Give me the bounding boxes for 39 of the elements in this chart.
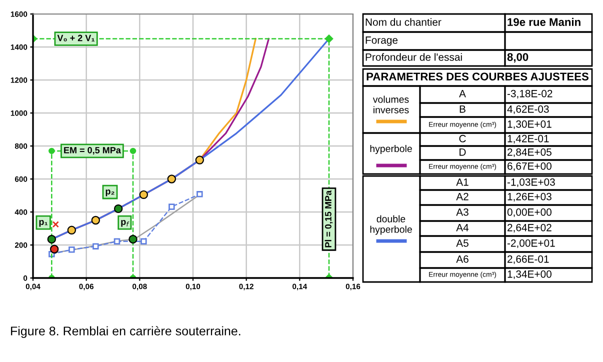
text: volumes inverses [372, 96, 409, 114]
text: Profondeur de l'essai [366, 53, 462, 61]
text: A2 [456, 192, 468, 200]
text: -1,03E+03 [507, 178, 555, 188]
text: A6 [456, 255, 468, 263]
text: A1 [456, 178, 468, 186]
text: -3,18E-02 [507, 90, 552, 99]
text: A5 [456, 240, 468, 247]
annotation: EM = 0,5 MPa [64, 146, 121, 155]
text: A4 [456, 224, 469, 232]
text: 0,00E+00 [507, 208, 552, 218]
text: C [459, 134, 466, 142]
text: 1,34E+00 [508, 270, 552, 280]
text: 2,64E+02 [508, 224, 552, 233]
text: D [460, 148, 466, 156]
text: 4,62E-03 [507, 105, 549, 114]
text: Forage [366, 36, 398, 46]
text: 2,84E+05 [508, 148, 552, 158]
text: PARAMETRES DES COURBES AJUSTEES [366, 72, 588, 80]
text: 8,00 [507, 53, 528, 63]
text: B [460, 106, 466, 113]
annotation: Pl = 0,15 MPa [324, 190, 333, 248]
annotation: V₀ + 2 V₁ [57, 34, 95, 42]
text: 19e rue Manin [508, 18, 580, 26]
text: 2,66E-01 [508, 255, 549, 264]
text: double hyperbole [370, 215, 412, 235]
text: 1,30E+01 [508, 120, 552, 130]
text: 1,26E+03 [508, 192, 552, 202]
text: 1,42E-01 [508, 134, 549, 144]
text: A3 [456, 208, 468, 216]
annotation: p$_{f}$ [121, 220, 130, 227]
text: -2,00E+01 [507, 239, 555, 248]
annotation: p₁ [39, 220, 48, 227]
annotation: p₂ [106, 189, 114, 196]
text: A [459, 90, 466, 98]
caption: Figure 8. Remblai en carrière souterraine. [11, 326, 240, 338]
text: 6,67E+00 [508, 162, 552, 172]
text: Nom du chantier [366, 18, 442, 26]
text: hyperbole [370, 144, 412, 154]
